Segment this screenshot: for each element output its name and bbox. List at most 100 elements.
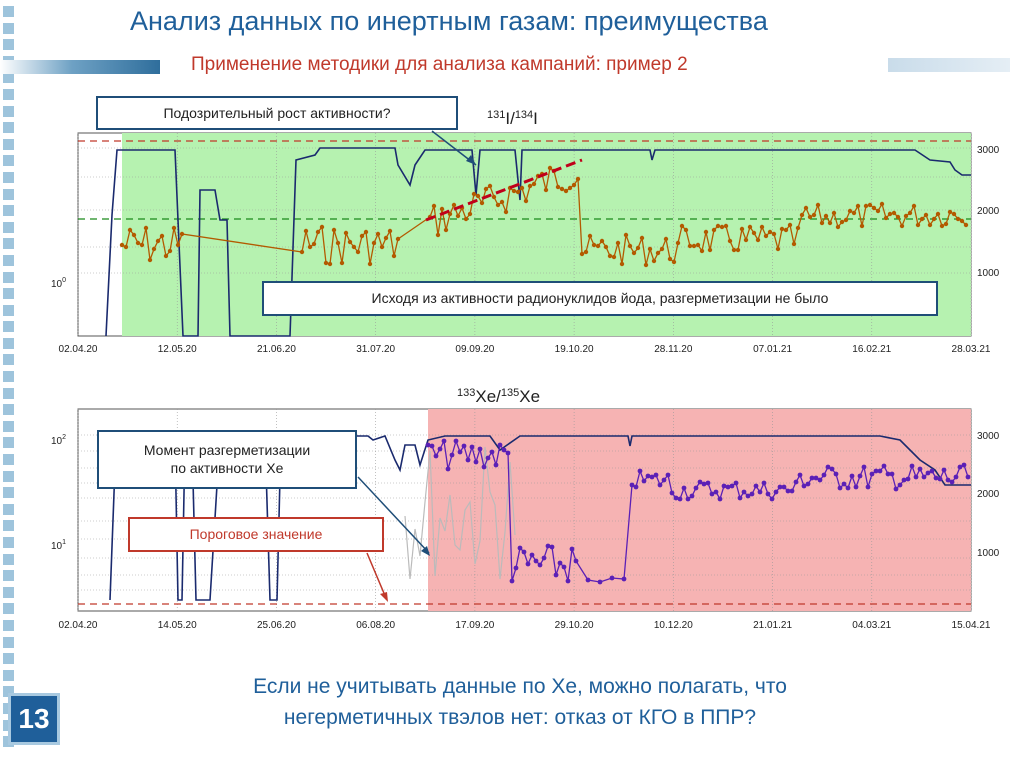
iodine-point bbox=[831, 210, 837, 216]
iodine-point bbox=[671, 259, 677, 265]
xenon-point bbox=[489, 449, 495, 455]
iodine-point bbox=[903, 213, 909, 219]
decorative-square bbox=[3, 337, 14, 349]
iodine-point bbox=[155, 238, 161, 244]
iodine-point bbox=[163, 253, 169, 259]
x-tick-15.04.21: 15.04.21 bbox=[952, 620, 991, 631]
iodine-point bbox=[371, 240, 377, 246]
x-tick-21.01.21: 21.01.21 bbox=[753, 620, 792, 631]
left-tick-exp: 0 bbox=[62, 277, 66, 284]
iodine-point bbox=[579, 251, 585, 257]
xenon-point bbox=[665, 472, 671, 478]
xenon-point bbox=[749, 491, 755, 497]
title-i: I/ bbox=[505, 109, 515, 128]
iodine-point bbox=[895, 214, 901, 220]
footer-text-line2: негерметичных твэлов нет: отказ от КГО в… bbox=[283, 706, 757, 729]
xenon-point bbox=[921, 474, 927, 480]
iodine-point bbox=[131, 232, 137, 238]
iodine-point bbox=[143, 225, 149, 231]
right-tick-1000: 1000 bbox=[977, 268, 1000, 279]
arrowhead-growth bbox=[466, 155, 476, 165]
iodine-point bbox=[863, 203, 869, 209]
iodine-point bbox=[867, 202, 873, 208]
x-tick-29.10.20: 29.10.20 bbox=[555, 620, 594, 631]
iodine-point bbox=[519, 185, 525, 191]
xenon-point bbox=[517, 545, 523, 551]
decorative-square bbox=[3, 354, 14, 366]
decorative-square-column bbox=[3, 6, 15, 753]
decorative-square bbox=[3, 387, 14, 399]
xenon-point bbox=[521, 549, 527, 555]
decorative-square bbox=[3, 420, 14, 432]
xenon-point bbox=[529, 552, 535, 558]
xenon-point bbox=[525, 561, 531, 567]
chart-title-iodine: 131I/134I bbox=[487, 109, 538, 128]
iodine-point bbox=[723, 223, 729, 229]
iodine-point bbox=[383, 235, 389, 241]
iodine-point bbox=[851, 210, 857, 216]
decorative-square bbox=[3, 503, 14, 515]
iodine-point bbox=[763, 233, 769, 239]
iodine-point bbox=[679, 223, 685, 229]
xenon-point bbox=[533, 558, 539, 564]
x-tick-16.02.21: 16.02.21 bbox=[852, 344, 891, 355]
xenon-point bbox=[469, 444, 475, 450]
iodine-point bbox=[583, 249, 589, 255]
iodine-point bbox=[883, 215, 889, 221]
iodine-point bbox=[511, 188, 517, 194]
left-tick-base: 10 bbox=[51, 541, 63, 552]
decorative-square bbox=[3, 254, 14, 266]
iodine-point bbox=[815, 202, 821, 208]
xenon-point bbox=[905, 476, 911, 482]
iodine-point bbox=[803, 205, 809, 211]
decorative-square bbox=[3, 155, 14, 167]
xenon-series-points bbox=[425, 438, 971, 585]
decorative-square bbox=[3, 188, 14, 200]
iodine-point bbox=[799, 212, 805, 218]
iodine-point bbox=[711, 227, 717, 233]
xenon-point bbox=[685, 496, 691, 502]
iodine-point bbox=[495, 202, 501, 208]
xenon-point bbox=[573, 558, 579, 564]
xenon-point bbox=[801, 483, 807, 489]
xenon-point bbox=[609, 575, 615, 581]
iodine-point bbox=[775, 246, 781, 252]
xenon-point bbox=[845, 485, 851, 491]
xenon-point bbox=[729, 483, 735, 489]
iodine-point bbox=[299, 249, 305, 255]
right-ticks-xenon: 3000 2000 1000 bbox=[977, 431, 1000, 559]
iodine-point bbox=[663, 236, 669, 242]
decorative-square bbox=[3, 603, 14, 615]
x-tick-14.05.20: 14.05.20 bbox=[158, 620, 197, 631]
xenon-point bbox=[513, 565, 519, 571]
decorative-square bbox=[3, 288, 14, 300]
xenon-point bbox=[869, 471, 875, 477]
title-sup-131: 131 bbox=[487, 109, 505, 121]
xenon-point bbox=[557, 560, 563, 566]
xenon-point bbox=[793, 479, 799, 485]
iodine-point bbox=[395, 236, 401, 242]
callout-growth: Подозрительный рост активности? bbox=[96, 96, 458, 130]
decorative-square bbox=[3, 304, 14, 316]
xenon-point bbox=[477, 446, 483, 452]
xenon-point bbox=[497, 442, 503, 448]
iodine-point bbox=[735, 247, 741, 253]
iodine-point bbox=[335, 240, 341, 246]
iodine-point bbox=[659, 246, 665, 252]
xenon-point bbox=[673, 495, 679, 501]
right-tick-2000: 2000 bbox=[977, 206, 1000, 217]
left-tick-iodine: 100 bbox=[51, 277, 66, 290]
iodine-point bbox=[331, 227, 337, 233]
iodine-point bbox=[575, 176, 581, 182]
decorative-square bbox=[3, 39, 14, 51]
iodine-point bbox=[655, 250, 661, 256]
iodine-point bbox=[139, 242, 145, 248]
iodine-point bbox=[739, 226, 745, 232]
iodine-point bbox=[483, 186, 489, 192]
decorative-square bbox=[3, 404, 14, 416]
decorative-bar-right bbox=[888, 58, 1010, 72]
xenon-point bbox=[953, 474, 959, 480]
left-tick-base: 10 bbox=[51, 436, 63, 447]
iodine-point bbox=[387, 228, 393, 234]
decorative-square bbox=[3, 520, 14, 532]
